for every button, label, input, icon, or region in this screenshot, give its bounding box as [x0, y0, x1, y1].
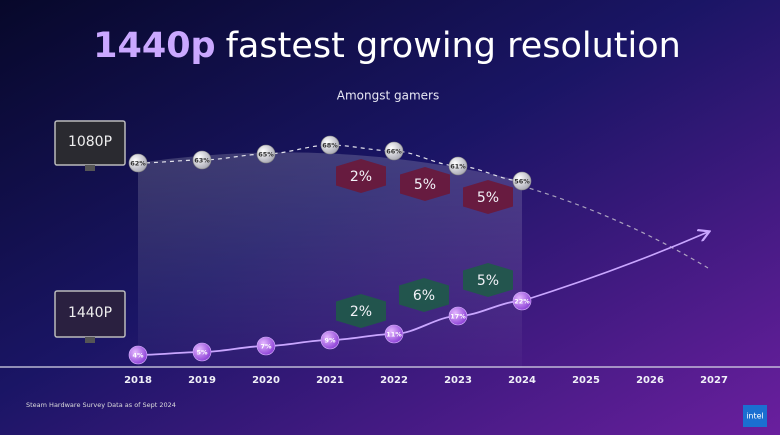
- shaded-area: [138, 152, 522, 368]
- monitor-1440p: 1440P: [54, 290, 126, 343]
- x-tick-label: 2018: [124, 375, 152, 386]
- change-label: 2%: [350, 169, 372, 185]
- change-badge: [399, 278, 449, 312]
- data-label: 65%: [258, 151, 274, 159]
- data-label: 5%: [196, 349, 208, 357]
- x-tick-label: 2020: [252, 375, 280, 386]
- data-label: 22%: [514, 298, 530, 306]
- chart-title: 1440p fastest growing resolution: [93, 26, 681, 66]
- data-label: 7%: [260, 343, 272, 351]
- x-tick-label: 2026: [636, 375, 664, 386]
- change-badge: [400, 167, 450, 201]
- data-label: 11%: [386, 331, 402, 339]
- data-point: [128, 345, 148, 365]
- x-tick-label: 2019: [188, 375, 216, 386]
- monitor-stand: [85, 337, 95, 343]
- data-label: 9%: [324, 337, 336, 345]
- data-point: [448, 156, 468, 176]
- data-point: [128, 153, 148, 173]
- x-tick-label: 2023: [444, 375, 472, 386]
- x-tick-label: 2027: [700, 375, 728, 386]
- change-label: 5%: [414, 177, 436, 193]
- title-text: fastest growing resolution: [226, 26, 681, 66]
- data-point: [320, 135, 340, 155]
- x-tick-label: 2022: [380, 375, 408, 386]
- data-point: [384, 324, 404, 344]
- footnote: Steam Hardware Survey Data as of Sept 20…: [26, 401, 176, 409]
- data-label: 17%: [450, 313, 466, 321]
- data-label: 66%: [386, 148, 402, 156]
- monitor-1080p: 1080P: [54, 120, 126, 171]
- monitor-stand: [85, 165, 95, 171]
- data-point: [512, 171, 532, 191]
- data-label: 62%: [130, 160, 146, 168]
- data-label: 4%: [132, 352, 144, 360]
- data-point: [384, 141, 404, 161]
- logo: intel: [746, 412, 764, 421]
- change-label: 2%: [350, 304, 372, 320]
- x-tick-label: 2025: [572, 375, 600, 386]
- x-tick-label: 2024: [508, 375, 536, 386]
- logo-box: [743, 405, 767, 427]
- change-badge: [463, 263, 513, 297]
- change-label: 6%: [413, 288, 435, 304]
- subtitle: Amongst gamers: [337, 89, 439, 103]
- change-badge: [336, 294, 386, 328]
- data-label: 68%: [322, 142, 338, 150]
- monitor-label: 1440P: [68, 305, 112, 321]
- data-point: [448, 306, 468, 326]
- data-point: [256, 336, 276, 356]
- data-label: 56%: [514, 178, 530, 186]
- change-label: 5%: [477, 273, 499, 289]
- projection-1080p: [521, 185, 709, 269]
- change-badge: [336, 159, 386, 193]
- projection-1440p: [521, 232, 708, 302]
- data-point: [256, 144, 276, 164]
- data-label: 61%: [450, 163, 466, 171]
- data-point: [512, 291, 532, 311]
- change-label: 5%: [477, 190, 499, 206]
- data-label: 63%: [194, 157, 210, 165]
- data-point: [192, 342, 212, 362]
- monitor-label: 1080P: [68, 134, 112, 150]
- data-point: [192, 150, 212, 170]
- data-point: [320, 330, 340, 350]
- title-highlight: 1440p: [93, 26, 215, 66]
- change-badge: [463, 180, 513, 214]
- x-tick-label: 2021: [316, 375, 344, 386]
